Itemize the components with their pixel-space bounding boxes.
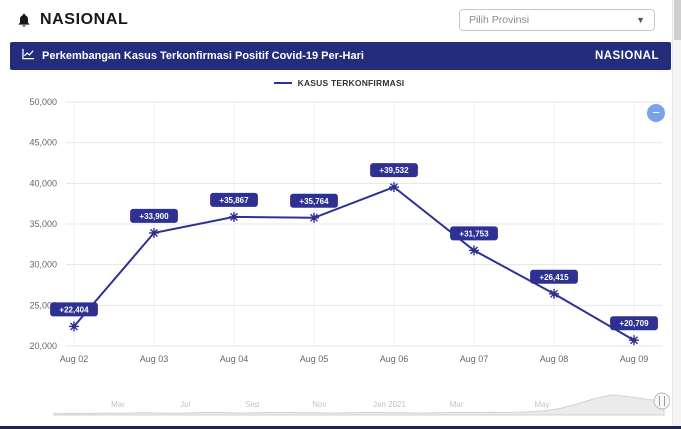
data-point-label: +22,404 <box>50 302 98 317</box>
series-line <box>73 185 635 342</box>
bottom-bar <box>0 426 681 429</box>
x-axis-label: Aug 04 <box>220 354 249 364</box>
brand-title: NASIONAL <box>40 11 129 28</box>
province-select-value: Pilih Provinsi <box>469 14 530 26</box>
data-point-label: +20,709 <box>610 316 658 331</box>
y-axis-label: 45,000 <box>29 138 57 148</box>
navigator-axis-label: Mar <box>450 400 464 409</box>
chevron-down-icon: ▼ <box>636 15 645 25</box>
chart-legend[interactable]: KASUS TERKONFIRMASI <box>8 72 670 94</box>
x-axis-label: Aug 05 <box>300 354 329 364</box>
data-point-marker[interactable] <box>229 211 239 222</box>
legend-line-swatch <box>273 82 292 84</box>
line-chart-svg: 20,000 25,000 30,000 35,000 40,000 45,000 50,0… <box>29 97 662 364</box>
bell-icon <box>16 12 32 28</box>
x-axis-label: Aug 07 <box>460 354 489 364</box>
zoom-out-button[interactable]: − <box>647 104 665 122</box>
data-point-label: +35,764 <box>290 193 338 208</box>
data-point-marker[interactable] <box>149 227 159 238</box>
navigator-axis-label: Nov <box>312 400 326 409</box>
data-point-label: +39,532 <box>370 163 418 178</box>
navigator-axis-label: Jan 2021 <box>373 400 406 409</box>
x-axis-label: Aug 06 <box>380 354 409 364</box>
y-axis-label: 35,000 <box>29 219 57 229</box>
data-point-label: +26,415 <box>530 269 578 284</box>
y-axis-label: 20,000 <box>29 341 57 351</box>
svg-text:+35,764: +35,764 <box>299 197 329 206</box>
svg-text:+35,867: +35,867 <box>219 196 249 205</box>
svg-text:+22,404: +22,404 <box>59 305 89 314</box>
data-point-label: +33,900 <box>130 208 178 223</box>
data-point-marker[interactable] <box>309 212 319 223</box>
svg-text:+31,753: +31,753 <box>459 229 489 238</box>
data-point-marker[interactable] <box>69 321 79 332</box>
svg-text:+33,900: +33,900 <box>139 212 169 221</box>
line-chart-icon <box>22 47 35 65</box>
chart-banner: Perkembangan Kasus Terkonfirmasi Positif… <box>10 42 671 70</box>
data-point-label: +31,753 <box>450 226 498 241</box>
chart-container: KASUS TERKONFIRMASI 20,000 25,000 30,000 35… <box>8 72 671 426</box>
data-point-marker[interactable] <box>629 335 639 346</box>
vertical-scrollbar[interactable] <box>672 0 681 429</box>
province-select-dropdown[interactable]: Pilih Provinsi ▼ <box>459 9 655 31</box>
top-header: NASIONAL Pilih Provinsi ▼ <box>0 0 681 40</box>
x-axis-label: Aug 02 <box>60 354 89 364</box>
x-axis-label: Aug 09 <box>620 354 649 364</box>
navigator-handle[interactable] <box>653 392 671 410</box>
y-axis-label: 50,000 <box>29 97 57 107</box>
y-axis-label: 40,000 <box>29 178 57 188</box>
navigator-axis-label: Mar <box>111 400 125 409</box>
data-point-label: +35,867 <box>210 192 258 207</box>
y-axis-label: 30,000 <box>29 260 57 270</box>
navigator-svg[interactable]: Mar Jul Sep Nov Jan 2021 Mar May <box>8 385 671 421</box>
x-axis-label: Aug 03 <box>140 354 169 364</box>
navigator-axis-label: Jul <box>180 400 190 409</box>
legend-label: KASUS TERKONFIRMASI <box>297 78 405 88</box>
scrollbar-thumb[interactable] <box>674 0 681 40</box>
navigator-axis-label: Sep <box>245 400 260 409</box>
svg-text:+26,415: +26,415 <box>539 273 569 282</box>
y-axis-label: 25,000 <box>29 300 57 310</box>
banner-region-label: NASIONAL <box>594 50 659 62</box>
banner-title: Perkembangan Kasus Terkonfirmasi Positif… <box>42 50 364 62</box>
brand: NASIONAL <box>16 11 128 29</box>
data-point-marker[interactable] <box>389 182 399 193</box>
x-axis-label: Aug 08 <box>540 354 569 364</box>
banner-left: Perkembangan Kasus Terkonfirmasi Positif… <box>22 47 364 65</box>
navigator-axis-label: May <box>534 400 549 409</box>
data-point-marker[interactable] <box>549 288 559 299</box>
svg-text:+39,532: +39,532 <box>379 166 409 175</box>
navigator-area <box>53 394 665 416</box>
data-point-marker[interactable] <box>469 245 479 256</box>
svg-text:+20,709: +20,709 <box>619 319 649 328</box>
